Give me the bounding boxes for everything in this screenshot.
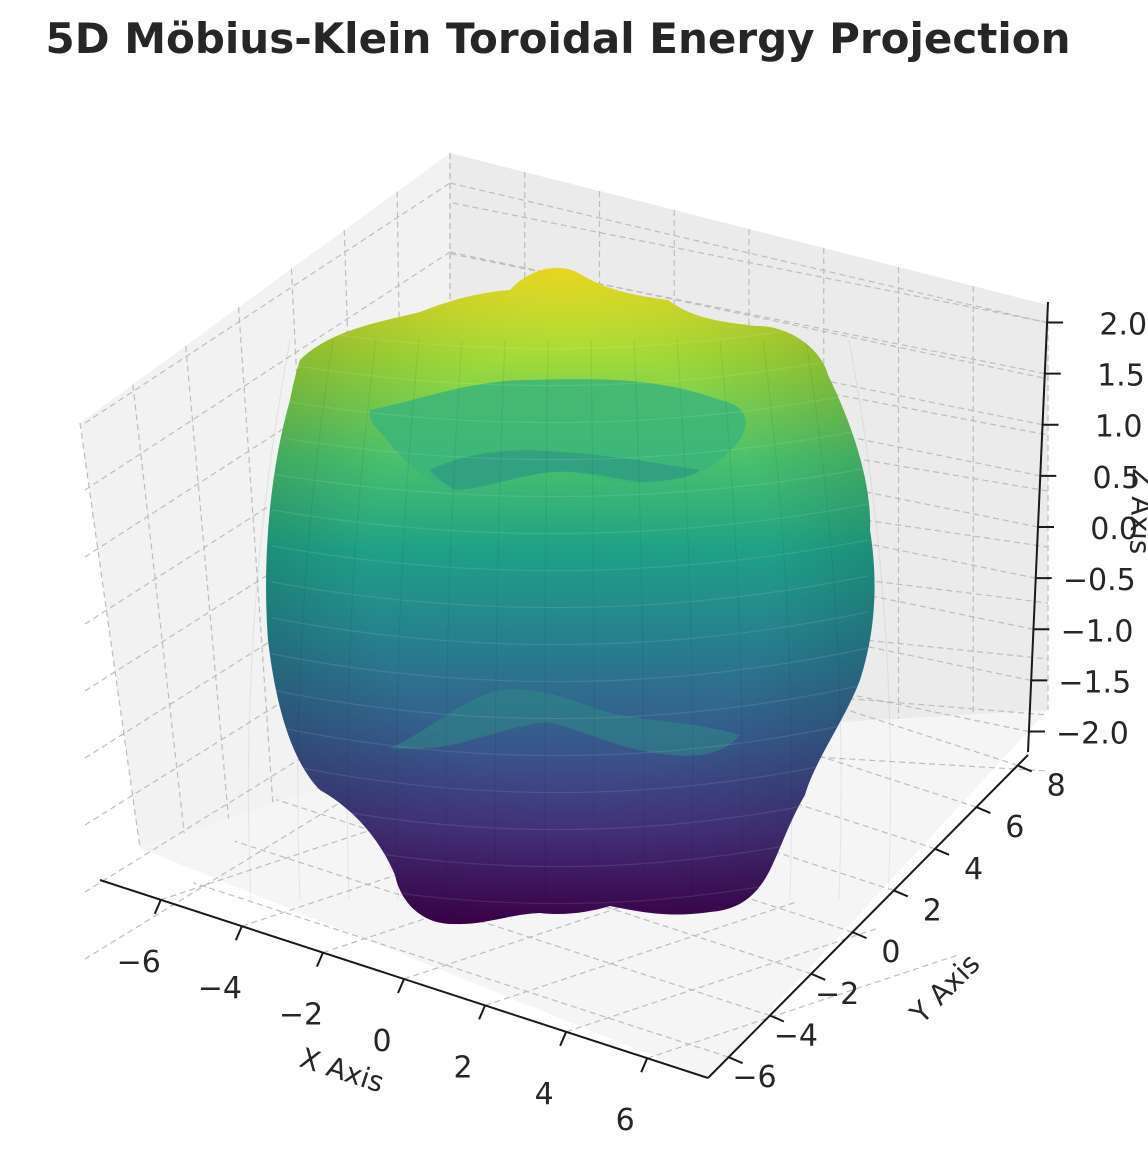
x-tick-mark	[234, 925, 243, 941]
torus-hole-shadow	[430, 450, 700, 490]
z-axis-label: Z Axis	[1123, 468, 1148, 555]
left-grid-horizontal	[84, 734, 451, 960]
y-tick-label: −4	[774, 1018, 818, 1053]
left-grid-vertical	[79, 422, 141, 849]
mesh-line	[396, 339, 420, 901]
y-axis-line	[707, 754, 1029, 1079]
mesh-line	[271, 863, 869, 905]
y-tick-mark	[769, 1014, 785, 1023]
chart-title: 5D Möbius-Klein Toroidal Energy Projecti…	[45, 14, 1071, 63]
x-tick-label: −6	[117, 945, 161, 980]
mesh-line	[283, 431, 853, 461]
x-tick-mark	[640, 1057, 649, 1073]
x-tick-mark	[478, 1005, 486, 1020]
torus-surface	[247, 267, 892, 925]
x-tick-mark	[153, 899, 162, 915]
mesh-line	[271, 827, 869, 868]
y-tick-mark	[893, 889, 909, 898]
mesh-line	[544, 339, 549, 901]
left-grid-horizontal	[84, 665, 451, 893]
mesh-line	[271, 503, 869, 535]
mesh-line	[271, 755, 869, 794]
y-tick-mark	[810, 972, 826, 981]
x-grid-floor	[647, 954, 958, 1059]
z-tick-label: 1.5	[1097, 359, 1145, 394]
x-tick-mark	[397, 978, 405, 994]
left-grid-horizontal	[84, 182, 451, 424]
mesh-line	[271, 539, 869, 572]
mesh-line	[271, 575, 869, 609]
x-tick-mark	[559, 1031, 568, 1047]
y-tick-label: 8	[1047, 768, 1066, 803]
mesh-line	[590, 339, 595, 901]
mesh-line	[445, 339, 463, 901]
x-tick-label: −2	[279, 998, 323, 1033]
y-grid-floor	[193, 882, 729, 1058]
mesh-line	[271, 683, 869, 720]
mesh-line	[805, 339, 842, 901]
y-tick-mark	[852, 931, 867, 940]
y-tick-mark	[934, 847, 950, 856]
mesh-line	[289, 395, 845, 424]
mesh-line	[346, 339, 377, 901]
y-tick-mark	[728, 1056, 744, 1065]
mesh-line	[494, 339, 506, 901]
y-tick-label: 0	[881, 935, 900, 970]
z-tick-label: 2.0	[1099, 307, 1147, 342]
mesh-line	[719, 339, 743, 901]
y-tick-mark	[975, 806, 991, 815]
left-grid-vertical	[132, 384, 185, 834]
y-tick-label: 2	[923, 893, 942, 928]
mesh-line	[271, 647, 869, 683]
x-tick-label: 0	[372, 1024, 391, 1059]
x-tick-label: 2	[454, 1050, 473, 1085]
z-tick-label: 0.0	[1090, 512, 1138, 547]
mesh-line	[301, 323, 829, 350]
y-tick-label: 4	[964, 852, 983, 887]
mesh-line	[297, 339, 334, 901]
z-tick-label: −1.5	[1058, 665, 1131, 700]
z-ticks: −2.0 −1.5 −1.0 −0.5 0.0 0.5 1.0 1.5 2.0	[1028, 307, 1147, 752]
mesh-line	[848, 339, 892, 901]
left-grid-vertical	[237, 307, 274, 804]
mesh-line	[633, 339, 645, 901]
x-tick-label: −4	[198, 971, 242, 1006]
z-tick-label: 1.0	[1095, 410, 1143, 445]
z-tick-label: −1.0	[1061, 614, 1134, 649]
x-tick-mark	[316, 952, 324, 967]
left-grid-horizontal	[84, 527, 451, 759]
x-tick-label: 4	[535, 1077, 554, 1112]
mesh-line	[295, 359, 837, 387]
x-grid-floor	[484, 901, 796, 1006]
y-grid-floor	[234, 840, 771, 1017]
y-tick-label: 6	[1005, 810, 1024, 845]
torus-lower-fold	[390, 689, 740, 756]
y-tick-label: −6	[732, 1060, 776, 1095]
z-tick-label: 0.5	[1093, 461, 1141, 496]
x-ticks: −6 −4 −2 0 2 4 6	[117, 899, 649, 1138]
mesh-line	[271, 467, 869, 498]
y-tick-mark	[1017, 764, 1033, 773]
mesh-line	[271, 611, 869, 646]
mesh-line	[271, 719, 869, 757]
left-grid-horizontal	[84, 251, 451, 491]
surface-mesh	[247, 323, 892, 905]
x-grid-floor	[565, 928, 877, 1033]
x-tick-label: 6	[616, 1103, 635, 1138]
back-grid-horizontal	[449, 182, 1049, 324]
mesh-line	[676, 339, 694, 901]
mesh-line	[271, 791, 869, 831]
z-tick-label: −0.5	[1063, 563, 1136, 598]
left-grid-horizontal	[84, 596, 451, 826]
y-tick-label: −2	[815, 977, 859, 1012]
mesh-line	[247, 339, 291, 901]
z-tick-label: −2.0	[1056, 717, 1129, 752]
mesh-line	[762, 339, 793, 901]
